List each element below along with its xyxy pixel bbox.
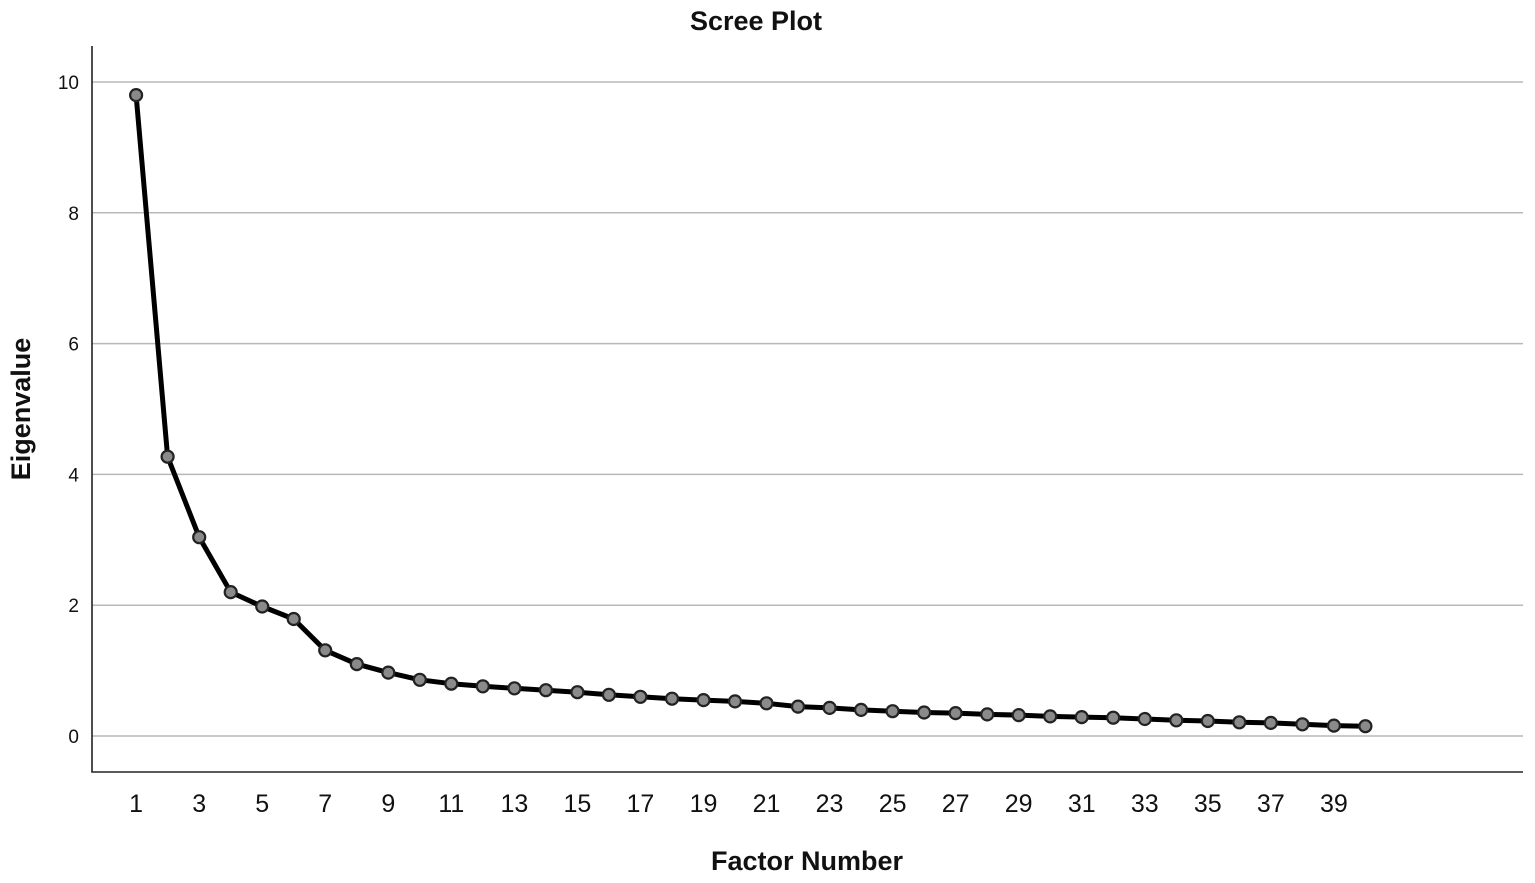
data-point-factor-3 [192,530,207,545]
x-tick-label: 35 [1194,790,1222,818]
eigenvalue-series [129,87,1373,734]
x-tick-label: 29 [1005,790,1033,818]
data-point-factor-39 [1326,718,1342,733]
data-point-factor-5 [255,599,270,614]
y-tick-label: 4 [68,465,79,486]
x-tick-label: 37 [1257,790,1285,818]
x-tick-label: 3 [192,790,206,818]
y-tick-label: 2 [68,596,79,617]
grid-lines [92,81,1523,737]
y-tick-labels: 0 2 4 6 8 10 [58,73,80,748]
data-point-factor-4 [223,584,238,600]
y-tick-label: 6 [68,335,79,356]
y-tick-label: 8 [68,204,79,225]
data-point-factor-32 [1106,710,1121,725]
chart-title: Scree Plot [690,6,822,36]
data-point-factor-38 [1295,717,1310,732]
data-point-factor-2 [160,449,175,464]
x-tick-label: 25 [879,790,907,818]
data-point-factor-14 [538,683,554,698]
data-point-factor-16 [601,687,617,702]
x-tick-label: 17 [627,790,655,818]
x-tick-label: 9 [381,790,395,818]
data-point-factor-33 [1137,711,1152,727]
data-point-factor-10 [412,672,427,687]
x-tick-label: 11 [438,790,464,818]
data-point-factor-37 [1263,715,1278,731]
y-tick-label: 10 [58,73,79,94]
x-axis-title: Factor Number [711,846,904,876]
data-point-factor-21 [759,696,774,711]
data-point-factor-1 [129,87,144,103]
x-tick-label: 13 [500,790,528,818]
data-point-factor-12 [475,679,490,694]
data-point-factor-6 [286,611,301,627]
data-point-factor-40 [1358,719,1373,734]
data-point-factor-35 [1200,713,1215,729]
series-line [133,92,1368,729]
data-point-factor-8 [349,656,364,672]
data-point-factor-34 [1169,713,1184,728]
y-axis-title: Eigenvalue [6,338,36,481]
x-tick-label: 1 [129,790,143,818]
data-point-factor-29 [1011,707,1026,723]
data-point-factor-11 [444,676,459,691]
data-point-factor-18 [664,691,680,706]
x-tick-label: 15 [563,790,591,818]
x-tick-label: 39 [1320,790,1348,818]
x-tick-label: 27 [942,790,970,818]
data-point-factor-7 [318,643,333,658]
data-point-factor-31 [1074,709,1089,725]
data-point-factor-36 [1232,715,1247,730]
x-tick-label: 33 [1131,790,1159,818]
data-point-factor-15 [570,685,585,700]
data-point-factor-19 [696,692,711,708]
data-point-factor-20 [727,694,743,709]
data-point-factor-30 [1043,709,1058,724]
data-point-factor-27 [948,705,963,721]
data-point-factor-17 [633,689,648,704]
data-point-factor-26 [916,705,932,720]
x-tick-label: 31 [1068,790,1096,818]
x-tick-label: 21 [753,790,781,818]
data-point-factor-25 [885,704,900,719]
data-point-factor-24 [853,702,869,718]
data-point-factor-28 [980,707,995,722]
data-point-factor-23 [822,700,837,716]
x-tick-label: 19 [690,790,718,818]
axis-frame [91,46,1523,773]
data-point-factor-13 [507,681,522,696]
data-point-factor-9 [381,665,396,680]
x-tick-label: 23 [816,790,844,818]
data-point-factor-22 [790,699,806,714]
axes [91,46,1523,773]
x-tick-labels: 1 3 5 7 9 11 13 15 17 19 21 23 25 27 29 31 33 35 37 39 [129,790,1348,818]
y-tick-label: 0 [68,727,79,748]
x-tick-label: 7 [318,790,332,818]
x-tick-label: 5 [255,790,269,818]
